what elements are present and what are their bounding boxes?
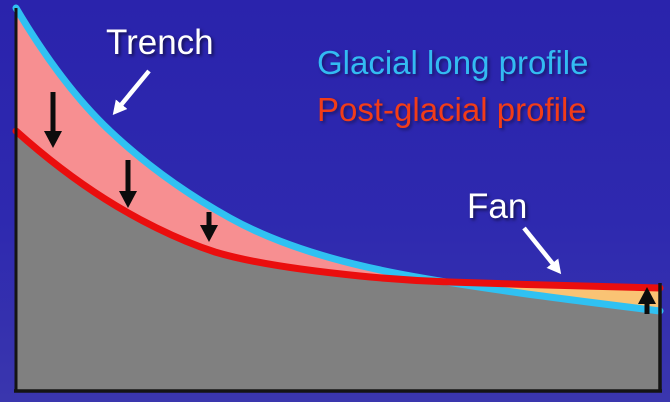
trench-area bbox=[16, 8, 430, 282]
trench-label: Trench bbox=[106, 23, 214, 62]
legend: Glacial long profile Post-glacial profil… bbox=[317, 39, 588, 133]
postglacial-profile-line bbox=[12, 127, 664, 292]
trench-pointer-arrow-icon bbox=[112, 69, 151, 116]
fan-pointer-arrow-icon bbox=[522, 226, 562, 275]
bedrock-area bbox=[16, 131, 660, 391]
legend-post-glacial-profile: Post-glacial profile bbox=[317, 91, 587, 128]
glacial-profile-line bbox=[12, 4, 664, 315]
fan-label: Fan bbox=[467, 187, 528, 226]
legend-glacial-long-profile: Glacial long profile bbox=[317, 44, 589, 81]
